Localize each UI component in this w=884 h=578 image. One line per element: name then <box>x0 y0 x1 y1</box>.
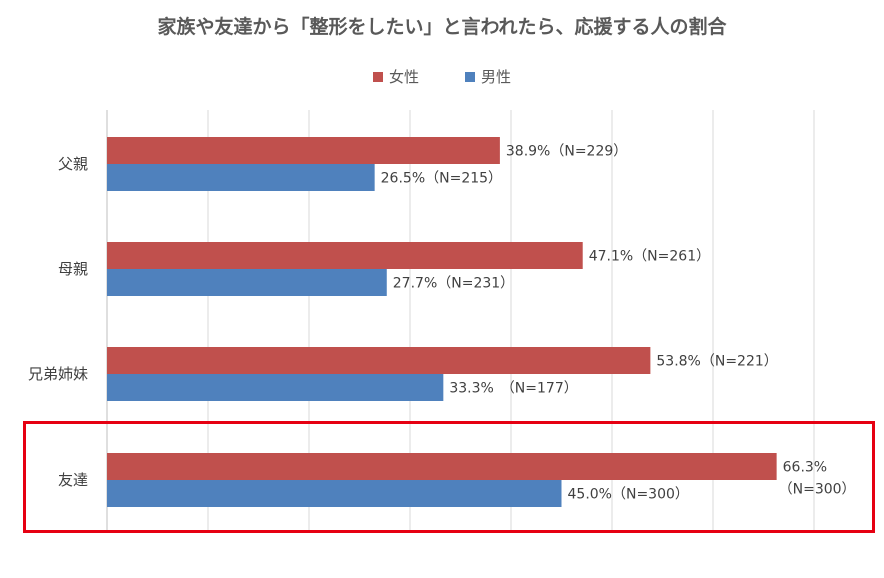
category-label: 母親 <box>58 260 88 278</box>
legend-label-male: 男性 <box>481 68 512 86</box>
legend-swatch-male <box>465 71 475 82</box>
data-label: 53.8%（N=221） <box>656 354 777 370</box>
data-label: 33.3% （N=177） <box>449 381 577 397</box>
bar <box>107 137 500 164</box>
legend-item-male: 男性 <box>465 66 511 87</box>
bar <box>107 347 651 374</box>
bar <box>107 374 444 401</box>
bar <box>107 164 375 191</box>
data-label: 26.5%（N=215） <box>381 171 502 187</box>
category-label: 父親 <box>58 155 88 173</box>
legend-item-female: 女性 <box>372 66 419 87</box>
data-label: （N=300） <box>779 482 856 498</box>
data-label: 66.3% <box>783 460 827 476</box>
bar <box>107 453 777 480</box>
bar <box>107 269 387 296</box>
category-label: 兄弟姉妹 <box>28 365 88 383</box>
bar <box>107 480 562 507</box>
data-label: 45.0%（N=300） <box>568 487 689 503</box>
legend: 女性 男性 <box>0 66 884 87</box>
bar <box>107 242 583 269</box>
highlight-box-friends <box>23 421 875 533</box>
data-label: 47.1%（N=261） <box>589 249 710 265</box>
legend-label-female: 女性 <box>388 68 419 86</box>
legend-swatch-female <box>372 71 383 82</box>
data-label: 38.9%（N=229） <box>506 144 627 160</box>
chart-title: 家族や友達から「整形をしたい」と言われたら、応援する人の割合 <box>157 16 727 38</box>
data-label: 27.7%（N=231） <box>393 276 514 292</box>
category-label: 友達 <box>58 471 88 489</box>
